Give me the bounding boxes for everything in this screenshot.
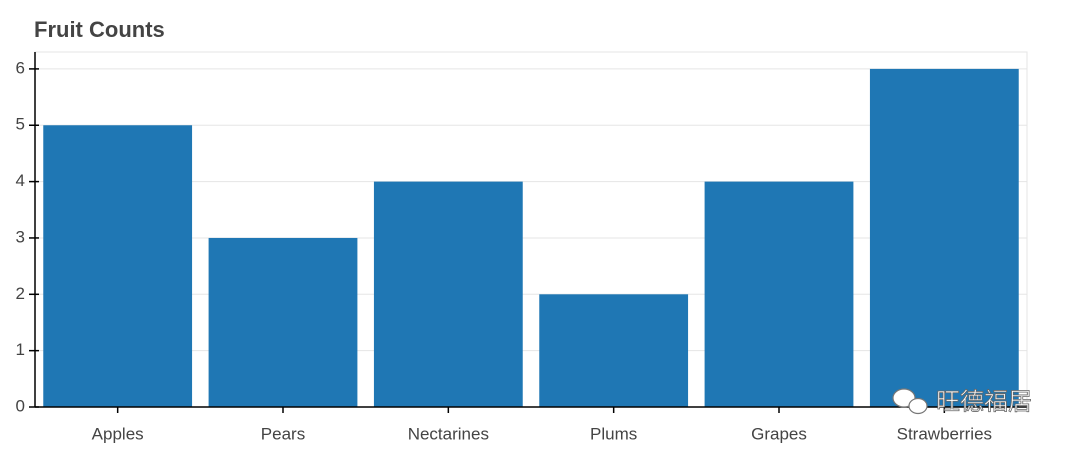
bar: [43, 125, 193, 407]
y-tick-label: 5: [16, 115, 25, 134]
bar: [539, 294, 689, 407]
x-tick-label: Strawberries: [897, 424, 992, 443]
y-tick-label: 2: [16, 284, 25, 303]
watermark: 旺德福居: [936, 388, 1032, 415]
bar: [373, 181, 523, 407]
y-tick-label: 3: [16, 227, 25, 246]
bar: [208, 237, 358, 407]
y-tick-label: 1: [16, 340, 25, 359]
x-tick-label: Nectarines: [408, 424, 489, 443]
y-tick-label: 0: [16, 396, 25, 415]
chart-title: Fruit Counts: [34, 17, 165, 42]
y-tick-label: 4: [16, 171, 25, 190]
x-tick-label: Plums: [590, 424, 637, 443]
x-tick-label: Pears: [261, 424, 305, 443]
x-tick-label: Apples: [92, 424, 144, 443]
x-tick-label: Grapes: [751, 424, 807, 443]
bar: [869, 68, 1019, 408]
watermark-icon: [892, 388, 928, 415]
bar: [704, 181, 854, 407]
y-tick-label: 6: [16, 58, 25, 77]
